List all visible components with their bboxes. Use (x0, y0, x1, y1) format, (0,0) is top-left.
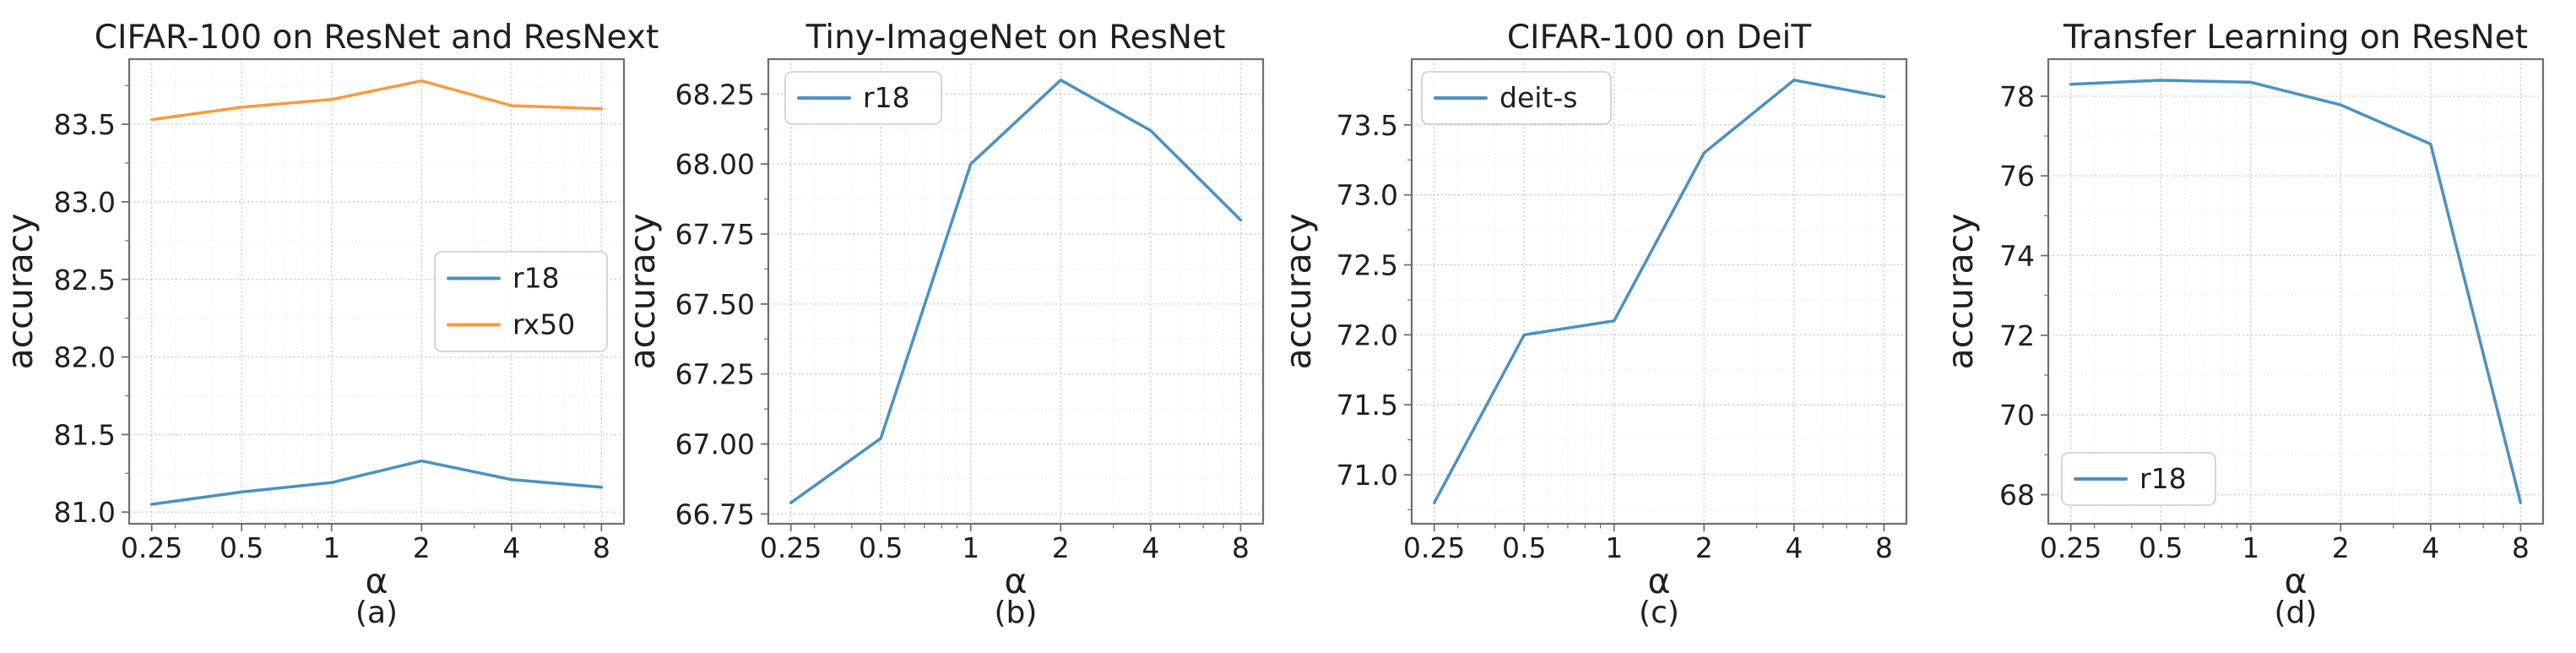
y-tick-label: 82.0 (54, 341, 116, 374)
x-tick-label: 1 (323, 531, 340, 564)
x-tick-label: 0.25 (2040, 531, 2101, 564)
y-tick-label: 73.0 (1337, 179, 1398, 212)
subplot-caption: (d) (2275, 596, 2318, 630)
axes-spines (127, 57, 626, 525)
axes-spines (1410, 57, 1908, 525)
y-tick-label: 78 (1999, 80, 2035, 113)
y-tick-label: 73.5 (1337, 109, 1398, 142)
x-axis-label: α (1647, 561, 1670, 601)
subplot-b: 0.25 0.5 1 2 4 8 66.75 67.00 67.25 67.50 67.75 68.0… (622, 19, 1265, 630)
y-axis-label: accuracy (622, 214, 663, 370)
subplot-caption: (b) (995, 596, 1038, 630)
y-tick-label: 76 (1999, 160, 2035, 193)
y-tick-label: 83.0 (54, 186, 116, 219)
series-line-r18 (2069, 79, 2523, 504)
subplot-caption: (a) (355, 596, 398, 630)
x-tick-label: 0.5 (2139, 531, 2183, 564)
x-tick-label: 4 (1785, 531, 1803, 564)
x-tick-label: 0.5 (1502, 531, 1546, 564)
y-tick-label: 72.0 (1337, 318, 1398, 351)
x-tick-label: 0.5 (859, 531, 903, 564)
y-tick-label: 82.5 (54, 264, 116, 297)
x-tick-label: 1 (962, 531, 979, 564)
x-tick-label: 2 (1695, 531, 1713, 564)
chart-title: Transfer Learning on ResNet (2063, 19, 2528, 57)
x-tick-label: 1 (1605, 531, 1623, 564)
subplot-d: 0.25 0.5 1 2 4 8 68 70 72 74 76 78 r18 Transfer Learn… (1940, 19, 2545, 630)
y-tick-label: 66.75 (675, 498, 755, 531)
y-tick-label: 72 (1999, 319, 2035, 352)
y-tick-label: 67.25 (675, 358, 755, 391)
y-tick-label: 81.0 (54, 496, 116, 529)
legend-box (1421, 71, 1612, 125)
chart-title: Tiny-ImageNet on ResNet (805, 19, 1226, 57)
x-tick-label: 0.25 (121, 531, 182, 564)
y-tick-label: 74 (1999, 240, 2035, 273)
series-line-rx50 (149, 79, 604, 122)
x-axis-label: α (365, 561, 388, 601)
chart-title: CIFAR-100 on DeiT (1507, 19, 1812, 57)
x-tick-label: 8 (1875, 531, 1893, 564)
legend-label: rx50 (512, 308, 575, 341)
x-tick-label: 2 (2332, 531, 2350, 564)
y-tick-label: 70 (1999, 399, 2035, 432)
y-axis-label: accuracy (0, 214, 41, 370)
y-axis-label: accuracy (1278, 214, 1319, 370)
subplot-caption: (c) (1639, 596, 1679, 630)
subplot-c: 0.25 0.5 1 2 4 8 71.0 71.5 72.0 72.5 73.0 73.5 deit-… (1278, 19, 1908, 630)
series-line-r18 (149, 459, 604, 506)
legend-box (2061, 452, 2216, 506)
legend-label: deit-s (1500, 81, 1577, 114)
x-tick-label: 0.25 (1403, 531, 1465, 564)
y-tick-label: 68.25 (675, 78, 755, 111)
y-tick-label: 67.00 (675, 428, 755, 461)
x-axis-label: α (2284, 561, 2307, 601)
x-tick-label: 0.5 (220, 531, 263, 564)
y-tick-label: 71.0 (1337, 459, 1398, 492)
x-tick-label: 0.25 (760, 531, 822, 564)
axes-spines (2047, 57, 2545, 525)
series-line-r18 (789, 79, 1243, 504)
y-tick-label: 67.75 (675, 218, 755, 251)
x-tick-label: 1 (2242, 531, 2259, 564)
legend-box (784, 71, 942, 125)
legend-a: r18 rx50 (434, 251, 608, 352)
y-axis-label: accuracy (1940, 214, 1981, 370)
x-tick-label: 2 (1052, 531, 1070, 564)
axes-spines (767, 57, 1265, 525)
legend-b: r18 (784, 71, 942, 125)
x-tick-label: 4 (2421, 531, 2439, 564)
x-tick-label: 8 (2512, 531, 2530, 564)
chart-title: CIFAR-100 on ResNet and ResNext (95, 19, 659, 57)
y-tick-label: 67.50 (675, 288, 755, 321)
x-tick-label: 4 (1142, 531, 1159, 564)
y-tick-label: 81.5 (54, 418, 116, 451)
subplot-a: 0.25 0.5 1 2 4 8 81.0 81.5 82.0 82.5 83.0 83.5 r18 rx… (0, 19, 659, 630)
y-tick-label: 72.5 (1337, 249, 1398, 282)
x-tick-label: 4 (502, 531, 520, 564)
x-tick-label: 8 (1232, 531, 1250, 564)
legend-c: deit-s (1421, 71, 1612, 125)
legend-d: r18 (2061, 452, 2216, 506)
legend-label: r18 (2139, 462, 2187, 495)
legend-label: r18 (512, 262, 560, 295)
y-tick-label: 71.5 (1337, 389, 1398, 422)
x-tick-label: 2 (413, 531, 431, 564)
y-tick-label: 68 (1999, 479, 2035, 512)
series-line-deit-s (1432, 79, 1886, 504)
y-tick-label: 68.00 (675, 148, 755, 181)
x-axis-label: α (1004, 561, 1027, 601)
y-tick-label: 83.5 (54, 108, 116, 141)
x-tick-label: 8 (593, 531, 610, 564)
legend-label: r18 (863, 81, 910, 114)
